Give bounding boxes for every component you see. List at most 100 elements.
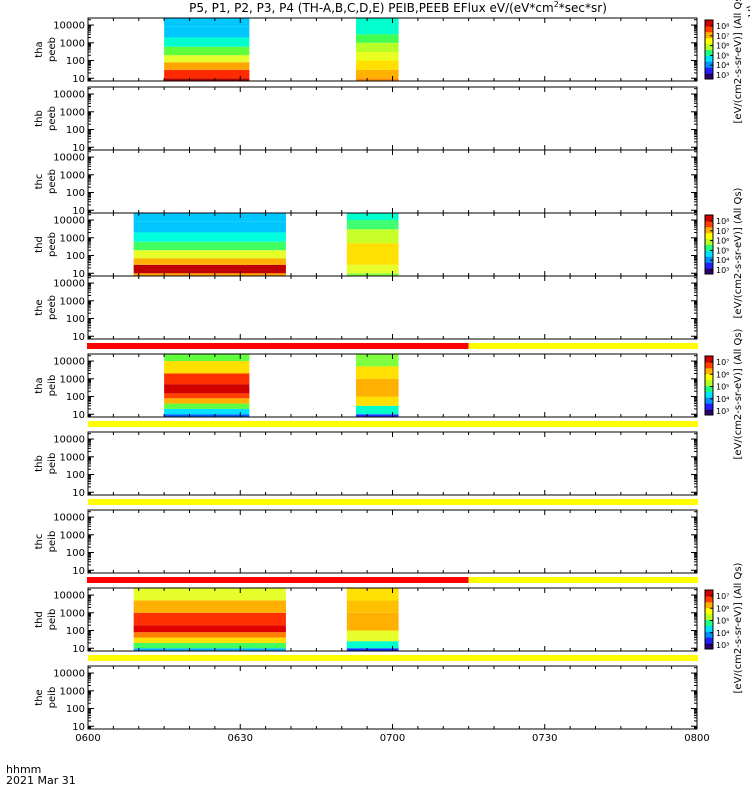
panel-the-peeb: 10 100 1000 10000 the peeb: [34, 275, 698, 343]
colorbar-frame: [704, 19, 714, 80]
x-axis-label: hhmm: [6, 763, 41, 776]
spectrogram-cell: [133, 632, 286, 638]
panel-label-product: peib: [47, 531, 58, 553]
status-bar: [88, 499, 698, 505]
colorbar-tick-label: 10⁵: [716, 51, 729, 60]
panel-label-product: peeb: [47, 169, 58, 194]
colorbar-swatch: [705, 385, 713, 392]
colorbar-swatch: [705, 601, 713, 609]
colorbar-swatch: [705, 20, 713, 27]
colorbar-swatch: [705, 590, 713, 597]
y-tick-label: 100: [66, 392, 85, 403]
colorbar-tick-label: 10⁴: [716, 629, 729, 638]
spectrogram-cell: [133, 264, 286, 274]
panel-thb-peib: 10 100 1000 10000 thb peib: [34, 431, 698, 499]
panel-label-product: peib: [47, 609, 58, 631]
spectrogram-cell: [164, 62, 250, 70]
y-tick-label: 100: [66, 548, 85, 559]
colorbar-unit-label: [eV/(cm2-s-sr-eV)] (All Qs): [733, 328, 744, 459]
y-tick-label: 10: [72, 269, 85, 280]
colorbar-frame: [704, 589, 714, 650]
chart-title-superscript: 2: [554, 0, 559, 9]
colorbar-swatch: [705, 361, 713, 369]
panel-label-probe: thb: [34, 110, 45, 127]
spectrogram-cell: [346, 600, 399, 613]
spectrogram-cell: [133, 258, 286, 265]
y-tick-label: 1000: [60, 686, 85, 697]
spectrogram-cell: [346, 255, 399, 265]
y-tick-label: 10000: [53, 90, 85, 101]
panel-label-probe: the: [34, 299, 45, 315]
colorbar-tick-label: 10⁵: [716, 617, 729, 626]
chart-title-main: P5, P1, P2, P3, P4 (TH-A,B,C,D,E) PEIB,P…: [189, 1, 554, 15]
y-tick-label: 100: [66, 314, 85, 325]
y-tick-label: 10: [72, 488, 85, 499]
spectrogram-cell: [133, 232, 286, 242]
colorbar-swatch: [705, 409, 713, 416]
panel-thb-peeb: 10 100 1000 10000 thb peeb: [34, 86, 698, 154]
colorbar-swatch: [705, 356, 713, 363]
y-tick-label: 10: [72, 206, 85, 217]
colorbar-swatch: [705, 391, 713, 398]
spectrogram-cell: [355, 69, 399, 79]
colorbar-tick-label: 10⁷: [716, 32, 729, 41]
colorbar-swatch: [705, 238, 713, 245]
colorbar-swatch: [705, 250, 713, 257]
colorbar-tick-label: 10³: [716, 641, 729, 650]
panel-label-product: peib: [47, 375, 58, 397]
spectrogram-cell: [164, 26, 250, 38]
y-tick-label: 100: [66, 704, 85, 715]
y-tick-label: 10000: [53, 216, 85, 227]
colorbar-swatch: [705, 379, 713, 386]
colorbar-tick-label: 10⁷: [716, 358, 729, 367]
panel-frame: [87, 149, 698, 214]
spectrogram-cell: [346, 630, 399, 642]
spectrogram-cell: [355, 396, 399, 406]
colorbar-swatch: [705, 637, 713, 644]
spectrogram-cell: [164, 393, 250, 399]
colorbar-swatch: [705, 607, 713, 615]
spectrogram-cell: [346, 243, 399, 256]
colorbar-swatch: [705, 226, 713, 234]
y-tick-label: 10: [72, 143, 85, 154]
y-tick-label: 1000: [60, 608, 85, 619]
spectrogram-cell: [133, 213, 286, 222]
status-bar-yellow: [468, 577, 698, 583]
spectrogram-cell: [164, 398, 250, 404]
y-tick-label: 10000: [53, 357, 85, 368]
spectrogram-cell: [355, 78, 399, 81]
spectrogram-cell: [346, 273, 399, 276]
colorbar-tick-label: 10⁸: [716, 217, 729, 226]
status-bar-yellow: [468, 343, 698, 349]
y-tick-label: 1000: [60, 530, 85, 541]
y-tick-label: 100: [66, 125, 85, 136]
y-tick-label: 10000: [53, 513, 85, 524]
colorbar-tick-label: 10⁵: [716, 246, 729, 255]
panel-tha-peib: 10 100 1000 10000 tha peib 10⁷ 10⁶ 10⁵ 10⁴ 10³: [34, 353, 729, 421]
status-bar: [87, 343, 698, 349]
x-tick-label: 0730: [532, 733, 557, 744]
spectrogram-cell: [346, 229, 399, 244]
panel-frame: [87, 665, 698, 730]
y-tick-label: 10: [72, 644, 85, 655]
colorbar-swatch: [705, 262, 713, 269]
spectrogram-cell: [346, 220, 399, 230]
y-tick-label: 10000: [53, 279, 85, 290]
spectrogram-cell: [133, 241, 286, 251]
spectrogram-cell: [355, 405, 399, 415]
panel-thc-peeb: 10 100 1000 10000 thc peeb: [34, 149, 698, 217]
y-tick-label: 1000: [60, 38, 85, 49]
colorbar-swatch: [705, 31, 713, 39]
colorbar-swatch: [705, 67, 713, 74]
colorbar-swatch: [705, 625, 713, 632]
colorbar-swatch: [705, 25, 713, 33]
colorbar-swatch: [705, 215, 713, 222]
panel-label-product: peib: [47, 687, 58, 709]
y-tick-label: 1000: [60, 452, 85, 463]
status-bar-red: [87, 577, 469, 583]
spectrogram-cell: [355, 354, 399, 367]
chart-title: P5, P1, P2, P3, P4 (TH-A,B,C,D,E) PEIB,P…: [189, 0, 607, 15]
colorbar-swatch: [705, 220, 713, 228]
panel-label-product: peeb: [47, 37, 58, 62]
